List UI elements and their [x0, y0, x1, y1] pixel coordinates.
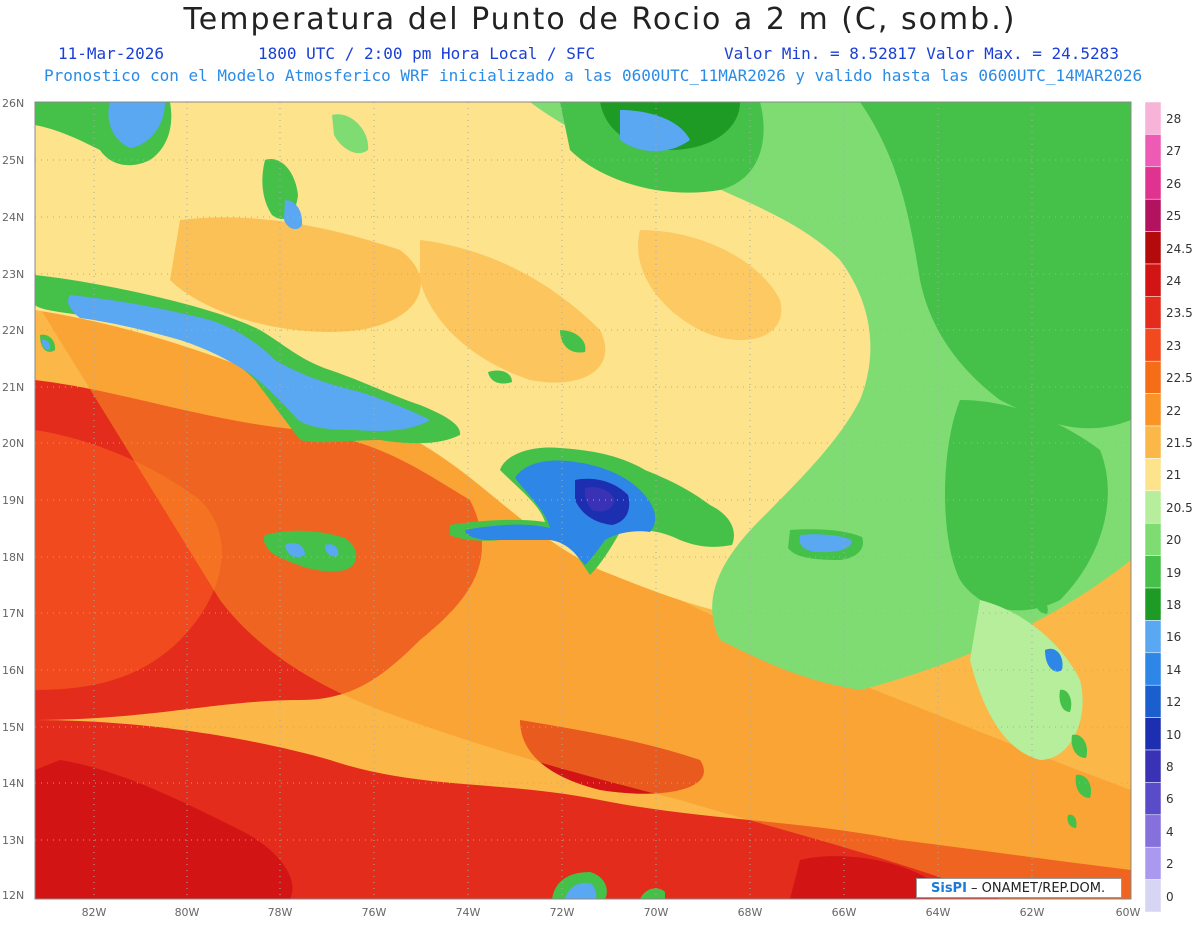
color-scale-label: 21.5 — [1166, 436, 1193, 450]
color-scale-swatch — [1144, 587, 1162, 621]
lon-label: 80W — [174, 906, 200, 919]
lon-label: 68W — [737, 906, 763, 919]
lat-label: 12N — [2, 889, 25, 902]
lat-label: 23N — [2, 268, 25, 281]
lat-label: 26N — [2, 97, 25, 110]
color-scale-label: 24 — [1166, 274, 1182, 288]
color-scale-bar — [1144, 101, 1162, 913]
color-scale-swatch — [1144, 652, 1162, 686]
color-scale-label: 25 — [1166, 209, 1182, 224]
lon-label: 66W — [831, 906, 857, 919]
lon-label: 76W — [361, 906, 387, 919]
lon-label: 60W — [1115, 906, 1141, 919]
min-max-values: Valor Min. = 8.52817 Valor Max. = 24.528… — [724, 44, 1119, 63]
lat-label: 25N — [2, 154, 25, 167]
color-scale-swatch — [1144, 101, 1162, 135]
color-scale-swatch — [1144, 555, 1162, 589]
lon-label: 74W — [455, 906, 481, 919]
color-scale-swatch — [1144, 231, 1162, 265]
color-scale-label: 24.5 — [1166, 241, 1193, 256]
color-scale-swatch — [1144, 846, 1162, 880]
lon-label: 72W — [549, 906, 575, 919]
color-scale-label: 27 — [1166, 144, 1182, 159]
color-scale-swatch — [1144, 879, 1162, 913]
color-scale-swatch — [1144, 134, 1162, 168]
color-scale-label: 21 — [1166, 468, 1182, 483]
lon-label: 62W — [1019, 906, 1045, 919]
color-scale-label: 8 — [1166, 760, 1174, 774]
color-scale-swatch — [1144, 814, 1162, 848]
forecast-time: 1800 UTC / 2:00 pm Hora Local / SFC — [258, 44, 596, 63]
color-scale-swatch — [1144, 620, 1162, 654]
lon-label: 78W — [267, 906, 293, 919]
lat-label: 14N — [2, 777, 25, 790]
lon-label: 70W — [643, 906, 669, 919]
color-scale-swatch — [1144, 684, 1162, 718]
color-scale-swatch — [1144, 425, 1162, 459]
lat-label: 16N — [2, 664, 25, 677]
color-scale-swatch — [1144, 198, 1162, 232]
color-scale-label: 2 — [1166, 857, 1174, 872]
forecast-date: 11-Mar-2026 — [58, 44, 164, 63]
lat-label: 19N — [2, 494, 25, 507]
lat-label: 17N — [2, 607, 25, 620]
color-scale-swatch — [1144, 360, 1162, 394]
color-scale-swatch — [1144, 749, 1162, 783]
sispi-onamet-logo: SisPI – ONAMET/REP.DOM. — [916, 878, 1122, 898]
lat-label: 24N — [2, 211, 25, 224]
color-scale-label: 26 — [1166, 176, 1182, 191]
lat-label: 18N — [2, 551, 25, 564]
color-scale-swatch — [1144, 263, 1162, 297]
lat-label: 15N — [2, 721, 25, 734]
color-scale-label: 28 — [1166, 112, 1182, 126]
color-scale-label: 0 — [1166, 889, 1174, 904]
color-scale-label: 14 — [1166, 662, 1182, 677]
color-scale-label: 18 — [1166, 598, 1182, 612]
logo-org: – ONAMET/REP.DOM. — [966, 881, 1106, 896]
lat-label: 20N — [2, 437, 25, 450]
color-scale-label: 20.5 — [1166, 500, 1193, 515]
color-scale-swatch — [1144, 490, 1162, 524]
color-scale-label: 12 — [1166, 695, 1182, 710]
color-scale-swatch — [1144, 522, 1162, 556]
color-scale-label: 6 — [1166, 792, 1174, 807]
color-scale-label: 23.5 — [1166, 306, 1193, 321]
lat-label: 22N — [2, 324, 25, 337]
color-scale-label: 4 — [1166, 824, 1174, 839]
lon-label: 64W — [925, 906, 951, 919]
color-scale-swatch — [1144, 717, 1162, 751]
color-scale-swatch — [1144, 393, 1162, 427]
lat-label: 13N — [2, 834, 25, 847]
color-scale-label: 10 — [1166, 727, 1182, 742]
color-scale-label: 22 — [1166, 403, 1182, 418]
color-scale-swatch — [1144, 296, 1162, 330]
color-scale-label: 23 — [1166, 338, 1182, 353]
color-scale-swatch — [1144, 166, 1162, 200]
color-scale-label: 19 — [1166, 565, 1182, 580]
map-title: Temperatura del Punto de Rocio a 2 m (C,… — [183, 2, 1017, 37]
lat-label: 21N — [2, 381, 25, 394]
logo-brand: SisPI — [931, 881, 967, 896]
color-scale-label: 20 — [1166, 533, 1182, 548]
lon-label: 82W — [81, 906, 107, 919]
forecast-description: Pronostico con el Modelo Atmosferico WRF… — [44, 66, 1143, 85]
color-scale-swatch — [1144, 458, 1162, 492]
color-scale-label: 16 — [1166, 630, 1182, 645]
color-scale-label: 22.5 — [1166, 371, 1193, 386]
color-scale-swatch — [1144, 782, 1162, 816]
color-scale-swatch — [1144, 328, 1162, 362]
